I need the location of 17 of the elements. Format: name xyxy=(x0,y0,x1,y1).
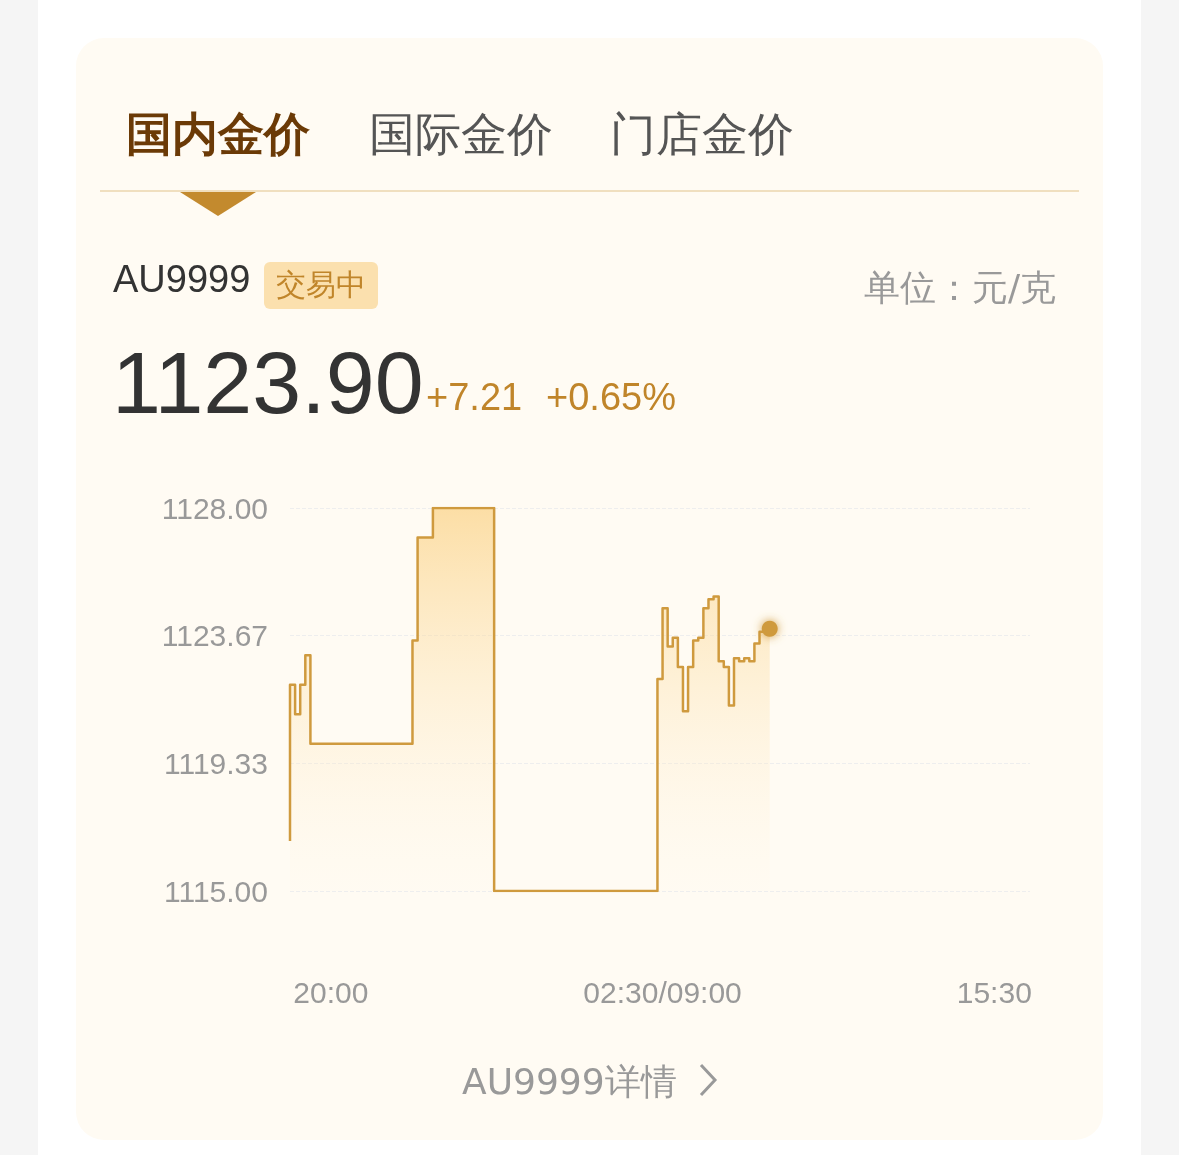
y-tick-label: 1123.67 xyxy=(161,619,268,653)
x-tick-label: 02:30/09:00 xyxy=(583,975,742,1009)
text: +7.21 xyxy=(426,376,523,419)
x-tick-label: 20:00 xyxy=(293,975,369,1009)
y-tick-label: 1119.33 xyxy=(164,746,268,780)
x-tick-label: 15:30 xyxy=(956,975,1032,1009)
text: +0.65% xyxy=(546,376,676,419)
text: 国际金价 xyxy=(369,106,553,163)
y-tick-label: 1128.00 xyxy=(161,491,268,525)
text: 国内金价 xyxy=(126,106,310,163)
y-tick-label: 1115.00 xyxy=(164,874,268,908)
chart-title: AU9999 xyxy=(113,258,251,301)
text: 单位：元/克 xyxy=(864,266,1057,310)
text: 交易中 xyxy=(264,262,378,309)
text: 1123.90 xyxy=(112,332,424,434)
text: AU9999详情 xyxy=(462,1060,677,1104)
text: 门店金价 xyxy=(610,106,794,163)
